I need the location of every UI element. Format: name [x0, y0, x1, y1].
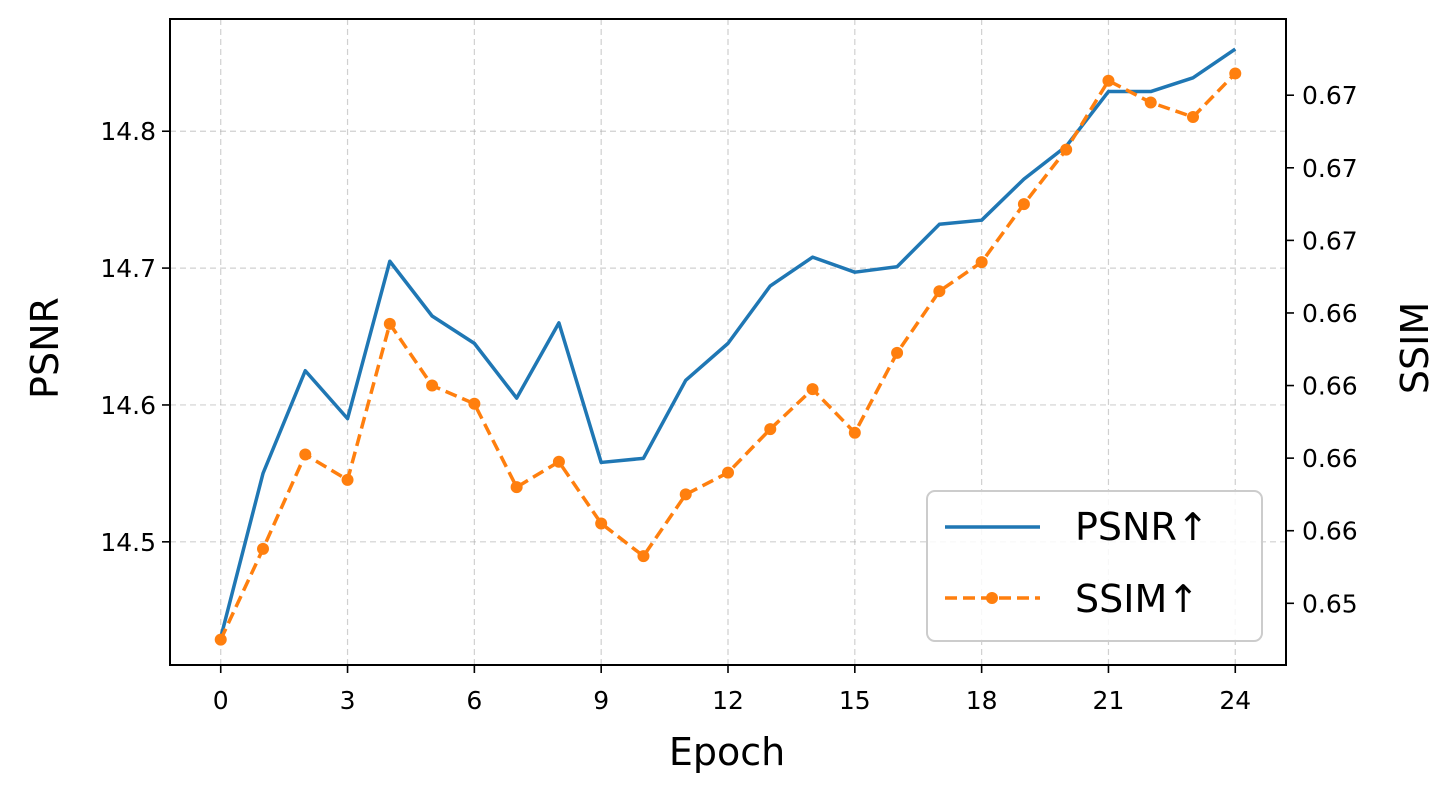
- x-tick-label: 9: [593, 686, 609, 715]
- legend-ssim-label: SSIM↑: [1075, 577, 1199, 621]
- y-right-tick-label: 0.66: [1302, 372, 1358, 401]
- legend: PSNR↑ SSIM↑: [926, 490, 1263, 642]
- y-right-tick-label: 0.66: [1302, 299, 1358, 328]
- legend-psnr-label: PSNR↑: [1075, 505, 1209, 549]
- x-tick-label: 15: [839, 686, 871, 715]
- y-right-tick-label: 0.66: [1302, 444, 1358, 473]
- data-point-ssim: [595, 517, 608, 530]
- y-axis-right-title: SSIM: [1393, 302, 1437, 394]
- data-point-ssim: [257, 542, 269, 555]
- x-axis: 0 3 6 9 12 15 18 21 24: [213, 665, 1251, 715]
- y-axis-left-title: PSNR: [23, 297, 67, 399]
- y-left-tick-label: 14.7: [100, 254, 156, 283]
- data-point-ssim: [891, 346, 904, 359]
- y-right-tick-label: 0.67: [1302, 154, 1358, 183]
- data-point-ssim: [1102, 74, 1115, 87]
- data-point-ssim: [933, 285, 946, 298]
- data-point-ssim: [848, 426, 861, 439]
- y-axis-right: 0.65 0.66 0.66 0.66 0.66 0.67 0.67 0.67: [1286, 81, 1358, 618]
- data-point-ssim: [1017, 198, 1030, 211]
- x-tick-label: 12: [712, 686, 744, 715]
- x-tick-label: 24: [1219, 686, 1251, 715]
- x-tick-label: 0: [213, 686, 229, 715]
- data-point-ssim: [383, 317, 396, 330]
- y-left-tick-label: 14.6: [100, 391, 156, 420]
- data-point-ssim: [426, 379, 439, 392]
- data-point-ssim: [1144, 96, 1157, 109]
- y-right-tick-label: 0.65: [1302, 589, 1358, 618]
- legend-ssim-marker: [986, 592, 998, 604]
- y-right-tick-label: 0.67: [1302, 81, 1358, 110]
- y-right-tick-label: 0.67: [1302, 226, 1358, 255]
- y-left-tick-label: 14.5: [100, 528, 156, 557]
- x-axis-title: Epoch: [669, 730, 785, 774]
- x-tick-label: 21: [1093, 686, 1125, 715]
- data-point-ssim: [637, 550, 650, 563]
- x-tick-label: 6: [466, 686, 482, 715]
- data-point-ssim: [679, 488, 692, 501]
- x-tick-label: 3: [340, 686, 356, 715]
- data-point-ssim: [214, 633, 227, 646]
- data-point-ssim: [1187, 110, 1199, 123]
- y-left-tick-label: 14.8: [100, 117, 156, 146]
- data-point-ssim: [510, 481, 523, 494]
- series-layer: [214, 47, 1242, 646]
- x-tick-label: 18: [966, 686, 998, 715]
- data-point-ssim: [468, 397, 481, 410]
- data-point-ssim: [299, 448, 312, 461]
- data-point-ssim: [764, 423, 777, 436]
- data-point-ssim: [975, 256, 988, 269]
- y-right-tick-label: 0.66: [1302, 517, 1358, 546]
- data-point-ssim: [722, 466, 734, 479]
- y-axis-left: 14.5 14.6 14.7 14.8: [100, 117, 170, 557]
- data-point-ssim: [1229, 67, 1242, 80]
- data-point-ssim: [341, 473, 354, 486]
- data-point-ssim: [806, 383, 819, 396]
- data-point-ssim: [552, 455, 565, 468]
- data-point-ssim: [1060, 143, 1073, 156]
